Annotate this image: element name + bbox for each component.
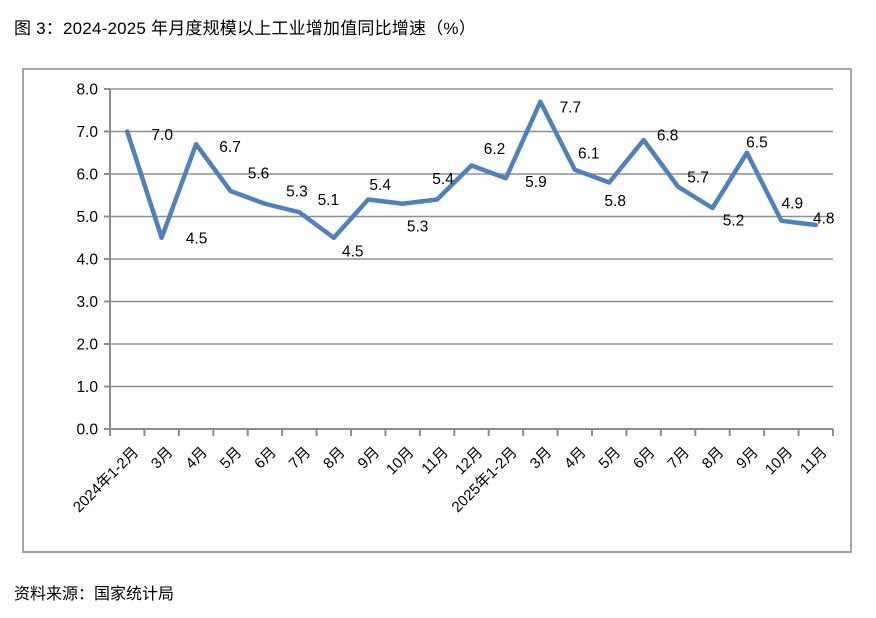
x-axis-category-label: 7月 [286,444,315,473]
data-point-label: 6.5 [746,134,768,151]
data-point-label: 5.2 [723,213,745,230]
data-point-label: 5.8 [604,193,626,210]
y-axis-tick-label: 3.0 [76,294,98,311]
x-axis-category-label: 3月 [527,444,556,473]
x-axis-category-label: 5月 [596,444,625,473]
x-axis-category-label: 7月 [664,444,693,473]
data-point-label: 6.2 [484,141,506,158]
chart-frame: 0.0 1.0 2.0 3.0 4.0 5.0 6.0 7.0 8.0 2024年1-2月 3月 4月… [22,68,852,553]
y-axis-tick-label: 0.0 [76,422,98,439]
x-axis-category-label: 6月 [251,444,280,473]
x-axis-category-label: 4月 [182,444,211,473]
data-point-label: 5.6 [248,166,270,183]
data-point-label: 5.3 [286,183,308,200]
x-axis-category-label: 5月 [217,444,246,473]
data-point-label: 5.7 [687,169,709,186]
x-axis-category-label: 2024年1-2月 [70,444,142,516]
source-note: 资料来源：国家统计局 [14,586,175,603]
x-axis-category-label: 6月 [630,444,659,473]
data-point-label: 5.9 [525,174,547,191]
y-axis-tick-label: 1.0 [76,379,98,396]
x-axis-category-label: 8月 [699,444,728,473]
data-point-label: 4.8 [813,211,835,228]
x-axis-category-label: 3月 [148,444,177,473]
data-point-label: 4.5 [342,243,364,260]
y-axis-tick-label: 7.0 [76,124,98,141]
chart-title: 图 3：2024-2025 年月度规模以上工业增加值同比增速（%） [14,19,476,38]
data-point-label: 6.1 [578,145,600,162]
data-point-label: 4.5 [186,230,208,247]
data-point-label: 7.7 [560,99,582,116]
x-axis-category-label: 11月 [418,444,452,478]
x-axis-category-label: 10月 [383,444,417,478]
data-point-label: 4.9 [782,195,804,212]
data-point-label: 6.8 [657,128,679,145]
y-axis-tick-label: 2.0 [76,337,98,354]
data-point-label: 5.4 [432,171,454,188]
data-point-label: 5.4 [369,177,391,194]
y-axis-tick-label: 8.0 [76,82,98,99]
x-axis-category-label: 4月 [561,444,590,473]
x-axis-category-label: 9月 [733,444,762,473]
y-axis-tick-label: 5.0 [76,209,98,226]
x-axis-category-label: 8月 [320,444,349,473]
x-axis-category-label: 11月 [797,444,831,478]
y-axis-tick-label: 6.0 [76,167,98,184]
data-point-label: 6.7 [219,139,241,156]
series-line [124,99,819,240]
y-axis-tick-label: 4.0 [76,252,98,269]
data-point-label: 5.1 [318,192,340,209]
x-axis-category-label: 10月 [762,444,796,478]
data-point-label: 7.0 [151,127,173,144]
data-point-label: 5.3 [407,218,429,235]
x-axis-category-label: 9月 [355,444,384,473]
